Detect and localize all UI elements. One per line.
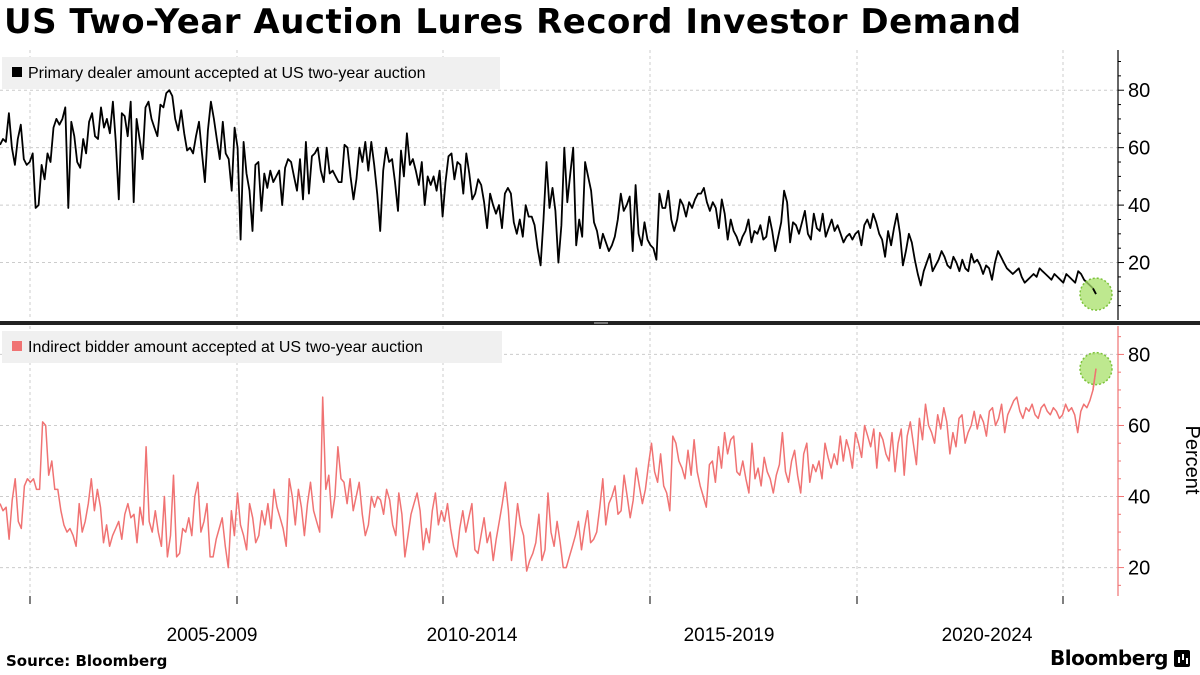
legend-top-label: Primary dealer amount accepted at US two… (28, 65, 426, 82)
panel-divider-handle[interactable] (594, 322, 608, 324)
series-line-primary (0, 89, 1097, 295)
series-line-indirect (0, 368, 1097, 572)
y-tick-label: 20 (1128, 558, 1150, 580)
legend-top-swatch (12, 67, 22, 77)
legend-top: Primary dealer amount accepted at US two… (2, 57, 500, 89)
series-last-segment-indirect (1092, 368, 1097, 391)
legend-bottom-label: Indirect bidder amount accepted at US tw… (28, 339, 423, 356)
source-note: Source: Bloomberg (6, 652, 168, 670)
y-tick-label: 40 (1128, 487, 1150, 509)
y-tick-label: 20 (1128, 253, 1150, 275)
x-tick-label: 2005-2009 (167, 625, 258, 646)
x-tick-label: 2020-2024 (942, 625, 1033, 646)
chart-title: US Two-Year Auction Lures Record Investo… (4, 2, 1022, 42)
highlight-marker-primary (1079, 277, 1113, 311)
y-tick-label: 80 (1128, 344, 1150, 366)
y-tick-label: 60 (1128, 138, 1150, 160)
x-tick-label: 2015-2019 (684, 625, 775, 646)
y-axis-label-percent: Percent (1181, 426, 1200, 495)
panel-primary: 20 40 60 80 (0, 50, 1150, 320)
bloomberg-logo: Bloomberg (1050, 646, 1190, 670)
y-tick-label: 80 (1128, 80, 1150, 102)
legend-bottom-background (2, 331, 502, 363)
legend-top-background (2, 57, 500, 89)
x-tick-label: 2010-2014 (427, 625, 518, 646)
x-axis (29, 596, 1064, 604)
bloomberg-chart-icon (1174, 649, 1190, 667)
brand-name: Bloomberg (1050, 646, 1168, 670)
legend-bottom-swatch (12, 341, 22, 351)
y-tick-label: 40 (1128, 195, 1150, 217)
y-tick-label: 60 (1128, 415, 1150, 437)
panel-indirect: 20 40 60 80 (0, 326, 1150, 596)
legend-bottom: Indirect bidder amount accepted at US tw… (2, 331, 502, 363)
series-last-segment-primary (1092, 287, 1097, 295)
